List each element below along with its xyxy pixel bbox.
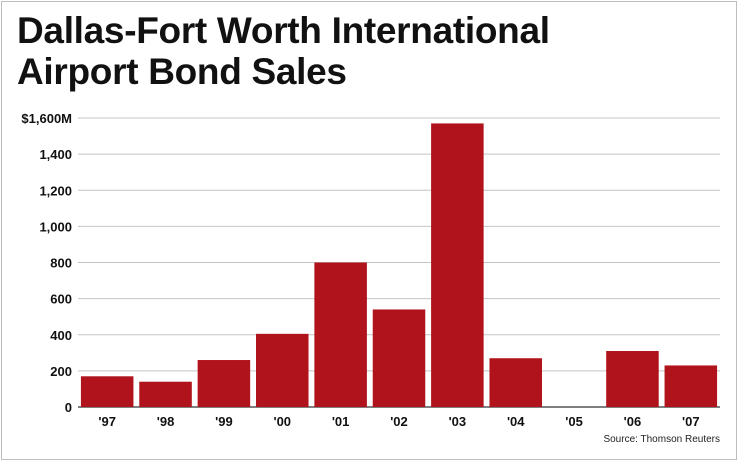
bar: [80, 376, 134, 407]
y-tick-label: $1,600M: [21, 111, 72, 126]
x-tick-label: '03: [449, 414, 467, 429]
bar: [256, 333, 309, 407]
bars: [80, 123, 718, 407]
bar: [489, 358, 542, 407]
y-tick-label: 800: [50, 256, 72, 271]
x-axis: '97 '98 '99 '00 '01 '02 '03 '04 '05 '06 '07: [98, 414, 699, 429]
y-axis: 0 200 400 600 800 1,000 1,200 1,400 $1,600M: [21, 111, 72, 415]
bar: [314, 262, 367, 407]
y-tick-label: 1,200: [39, 183, 72, 198]
bar: [372, 309, 426, 407]
y-tick-label: 600: [50, 292, 72, 307]
y-tick-label: 400: [50, 328, 72, 343]
x-tick-label: '02: [390, 414, 408, 429]
x-tick-label: '07: [682, 414, 700, 429]
x-tick-label: '06: [624, 414, 642, 429]
x-tick-label: '98: [157, 414, 175, 429]
x-tick-label: '05: [565, 414, 583, 429]
x-tick-label: '00: [273, 414, 291, 429]
y-tick-label: 1,000: [39, 219, 72, 234]
chart-title-line-1: Dallas-Fort Worth International: [17, 10, 550, 51]
source-note: Source: Thomson Reuters: [603, 434, 720, 445]
bar: [606, 351, 659, 407]
chart-title-line-2: Airport Bond Sales: [17, 51, 347, 92]
x-tick-label: '04: [507, 414, 525, 429]
bar: [431, 123, 484, 407]
x-tick-label: '97: [98, 414, 116, 429]
y-tick-label: 1,400: [39, 147, 72, 162]
bar: [664, 365, 718, 407]
y-tick-label: 0: [65, 400, 72, 415]
bar: [139, 381, 192, 407]
x-tick-label: '99: [215, 414, 233, 429]
x-tick-label: '01: [332, 414, 350, 429]
bar: [197, 360, 251, 407]
chart-title: Dallas-Fort Worth International Airport …: [17, 10, 550, 92]
y-tick-label: 200: [50, 364, 72, 379]
